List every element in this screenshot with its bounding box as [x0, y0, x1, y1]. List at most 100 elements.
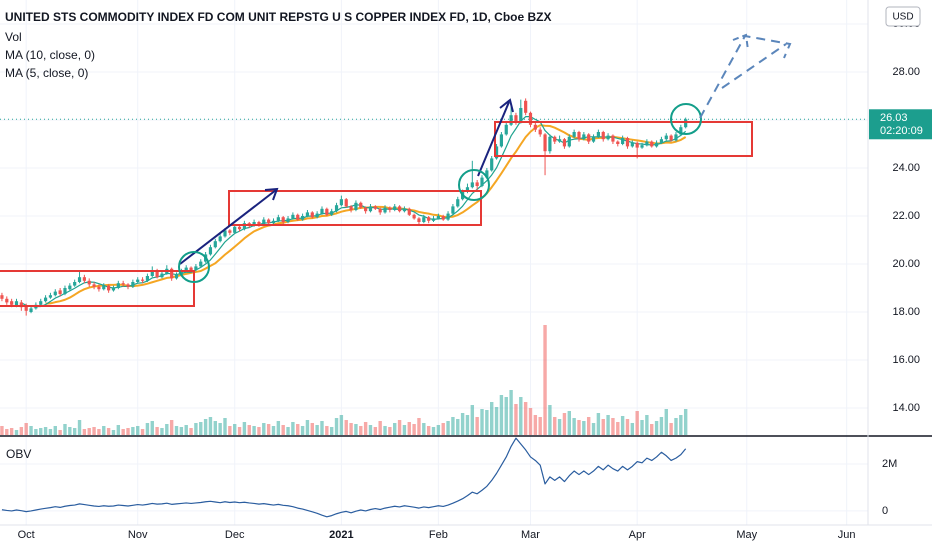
ma-legend: MA (10, close, 0)	[5, 48, 95, 62]
candle-body	[276, 217, 280, 221]
volume-bar	[271, 426, 276, 435]
y-tick-label: 18.00	[892, 306, 920, 318]
currency-label: USD	[892, 12, 913, 23]
candle-body	[145, 276, 150, 281]
volume-bar	[213, 421, 218, 435]
candle-body	[446, 213, 450, 220]
volume-bar	[165, 424, 169, 435]
candle-body	[349, 206, 353, 210]
volume-bar	[121, 429, 125, 435]
volume-bar	[543, 325, 547, 435]
volume-bar	[339, 415, 344, 435]
candle-body	[77, 277, 82, 282]
volume-bar	[582, 421, 586, 435]
candle-body	[286, 218, 290, 222]
volume-bar	[87, 428, 91, 435]
volume-bar	[194, 423, 198, 435]
candle-body	[635, 142, 639, 148]
candle-body	[242, 223, 246, 230]
candle-body	[0, 295, 4, 299]
y-tick-label: 28.00	[892, 66, 920, 78]
volume-bar	[218, 423, 222, 435]
candle-body	[233, 226, 237, 233]
candle-body	[194, 266, 198, 270]
candle-body	[257, 222, 261, 225]
volume-bar	[499, 395, 504, 435]
candle-body	[509, 115, 513, 125]
candle-body	[664, 135, 668, 140]
volume-bar	[155, 427, 159, 435]
highlight-circle	[178, 251, 210, 283]
candle-body	[480, 177, 484, 186]
candle-body	[674, 134, 678, 141]
currency-badge[interactable]	[885, 6, 921, 27]
volume-bar	[378, 421, 382, 435]
volume-bar	[606, 415, 610, 435]
volume-bar	[58, 430, 62, 435]
candle-body	[577, 132, 581, 140]
volume-bar	[456, 419, 460, 435]
candle-body	[383, 207, 387, 213]
volume-bar	[417, 418, 421, 435]
x-tick-label: May	[736, 529, 757, 541]
candle-body	[364, 207, 368, 212]
candle-body	[237, 226, 242, 230]
volume-bar	[470, 405, 475, 435]
volume-bar	[106, 428, 111, 435]
volume-bar	[451, 417, 455, 435]
candle-body	[296, 214, 300, 220]
range-box	[0, 270, 195, 307]
volume-bar	[179, 427, 184, 435]
volume-bar	[315, 425, 319, 435]
candle-body	[43, 297, 48, 302]
volume-bar	[237, 427, 242, 435]
volume-bar	[669, 423, 673, 435]
projection-head	[732, 33, 749, 51]
volume-bar	[368, 425, 373, 435]
candle-body	[39, 301, 43, 305]
volume-bar	[485, 410, 489, 435]
volume-bar	[305, 420, 310, 435]
volume-bar	[596, 413, 601, 435]
candle-body	[102, 285, 106, 290]
volume-bar	[363, 422, 368, 435]
candle-body	[475, 182, 479, 186]
volume-bar	[567, 411, 571, 435]
arrow-head	[264, 187, 279, 201]
volume-bar	[325, 426, 329, 435]
candle-body	[334, 205, 339, 212]
candle-body	[281, 217, 285, 222]
candle-body	[344, 199, 348, 207]
candle-body	[422, 217, 426, 222]
volume-bar	[465, 415, 470, 435]
volume-bar	[494, 407, 499, 435]
volume-bar	[490, 402, 494, 435]
volume-bar	[431, 427, 436, 435]
candle-body	[388, 207, 392, 210]
volume-bar	[136, 426, 140, 435]
obv-tick-label: 0	[882, 505, 888, 517]
candle-body	[553, 136, 557, 142]
candle-body	[339, 199, 343, 206]
x-tick-label: Nov	[128, 529, 148, 541]
candle-body	[121, 283, 125, 285]
candle-body	[494, 146, 499, 159]
volume-bar	[262, 423, 266, 435]
candle-body	[470, 182, 474, 188]
candle-body	[591, 136, 596, 142]
arrow-head	[499, 98, 514, 113]
volume-bar	[586, 417, 591, 435]
volume-bar	[111, 430, 116, 435]
range-box	[494, 121, 753, 157]
volume-bar	[397, 420, 402, 435]
last-price-label: 26.03	[880, 112, 908, 124]
volume-bar	[208, 417, 213, 435]
candle-body	[373, 206, 377, 209]
candle-body	[548, 136, 552, 152]
volume-bar	[334, 418, 339, 435]
x-tick-label: Jun	[838, 529, 856, 541]
candle-body	[630, 142, 634, 147]
projection-path	[721, 43, 787, 89]
